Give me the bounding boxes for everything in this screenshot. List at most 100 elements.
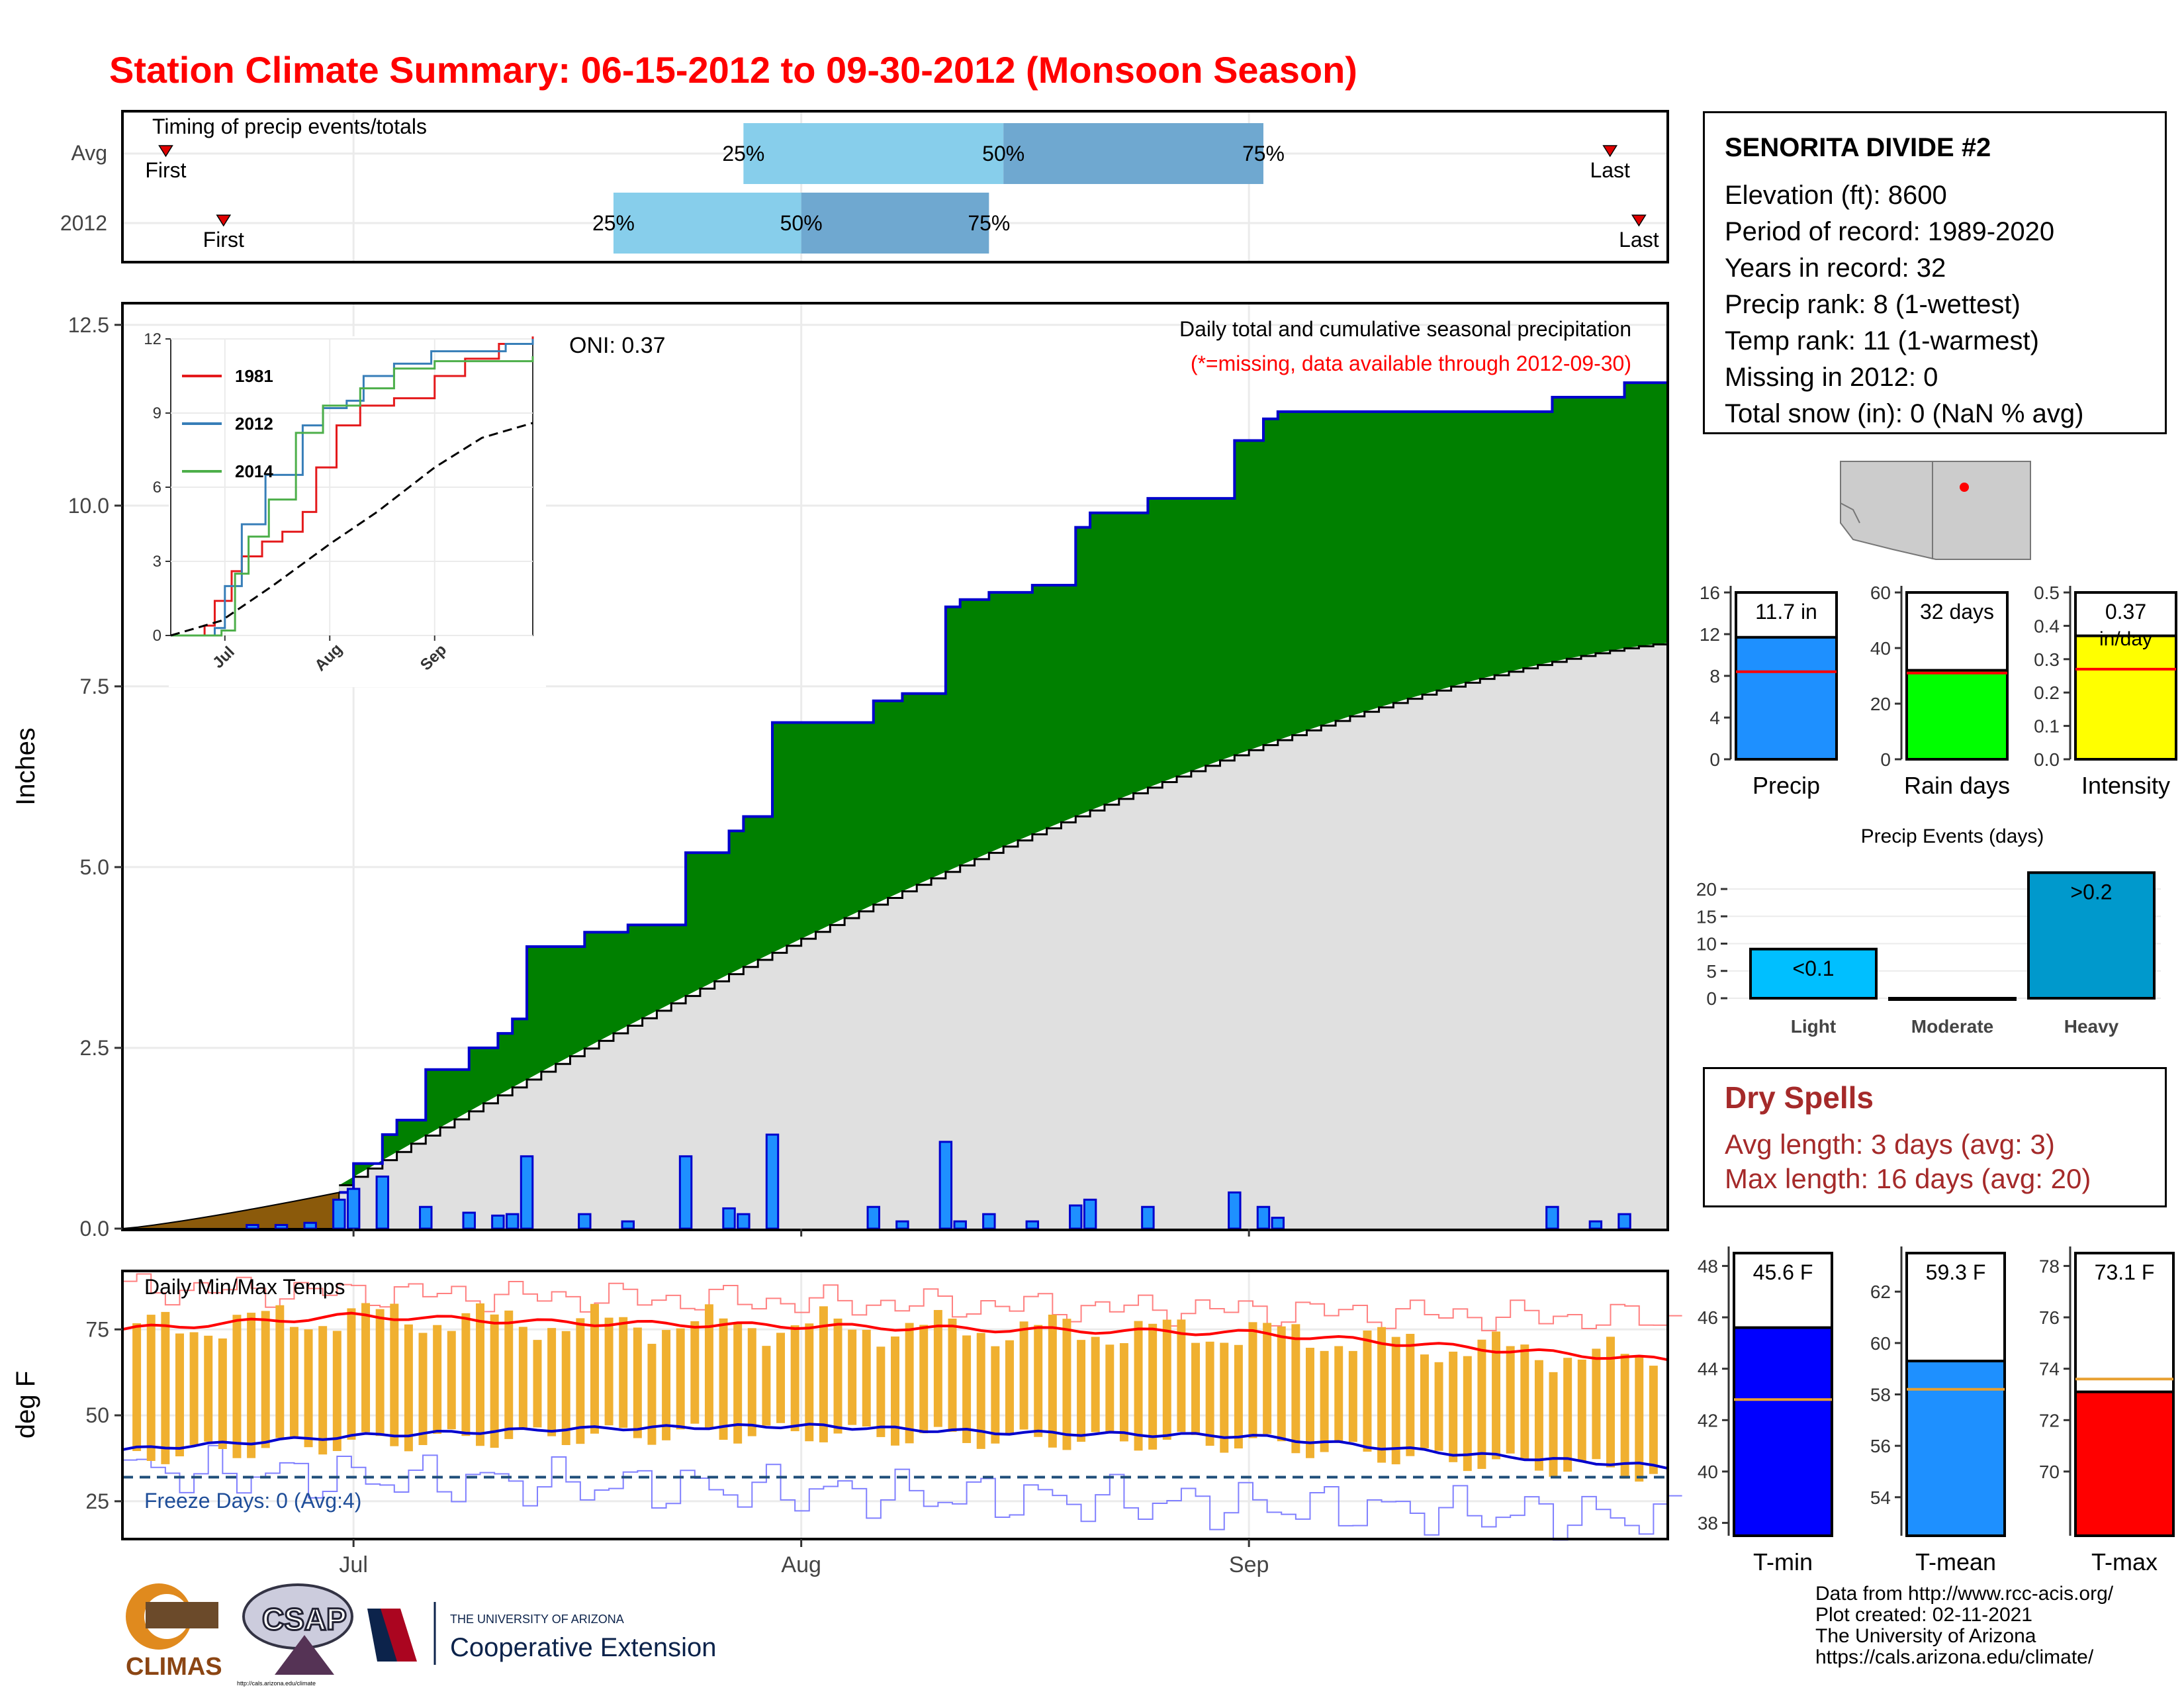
- daily-temp-bar: [619, 1317, 628, 1428]
- daily-temp-bar: [1348, 1350, 1357, 1442]
- temp-bar-1-value-label: 59.3 F: [1926, 1260, 1986, 1284]
- temp-bar-2-ytick-label: 78: [2039, 1256, 2060, 1276]
- summary-bar-0-ytick-label: 8: [1709, 666, 1720, 686]
- daily-temp-bar: [547, 1328, 557, 1436]
- location-map: [1840, 461, 2031, 560]
- timing-last-label: Last: [1590, 158, 1630, 182]
- daily-temp-bar: [862, 1329, 871, 1427]
- daily-temp-bar: [1034, 1325, 1043, 1437]
- summary-bar-0-ytick-label: 16: [1700, 583, 1720, 603]
- daily-precip-bar: [866, 1205, 880, 1230]
- inset-legend-label: 1981: [235, 366, 273, 386]
- daily-temp-bar: [161, 1311, 170, 1464]
- daily-precip-bar: [346, 1188, 361, 1230]
- timing-panel: Timing of precip events/totals 25% 50% 75%…: [60, 110, 1669, 263]
- temp-ytick-label: 25: [85, 1489, 109, 1513]
- daily-temp-bar: [1148, 1323, 1158, 1450]
- daily-precip-bar: [1141, 1205, 1155, 1230]
- daily-temp-bar: [418, 1333, 428, 1445]
- daily-precip-bar: [246, 1224, 259, 1230]
- station-years: Years in record: 32: [1725, 254, 1946, 283]
- daily-temp-bar: [1306, 1348, 1314, 1458]
- daily-temp-bar: [1077, 1340, 1086, 1442]
- daily-temp-bar: [533, 1340, 542, 1428]
- daily-temp-bar: [805, 1323, 814, 1442]
- daily-temp-bar: [676, 1328, 685, 1430]
- temp-bar-0-name: T-min: [1753, 1548, 1813, 1575]
- summary-bars: 0 4 8 12 16 11.7 in Precip 0 20 40 60 32 days Rain d…: [1700, 583, 2177, 799]
- precip-ytick-label: 0.0: [80, 1217, 109, 1241]
- daily-temp-bar: [833, 1318, 842, 1434]
- daily-temp-bar: [289, 1327, 298, 1438]
- daily-precip-bar: [505, 1213, 520, 1230]
- precip-caption: Daily total and cumulative seasonal prec…: [1179, 317, 1631, 341]
- csap-logo: CSAP http://cals.arizona.edu/climate: [237, 1583, 353, 1687]
- daily-temp-bar: [1534, 1360, 1543, 1471]
- summary-bar-2-value-bar: [2074, 634, 2177, 761]
- daily-temp-bar: [1205, 1341, 1214, 1446]
- daily-temp-bar: [733, 1323, 743, 1444]
- daily-temp-bar: [762, 1346, 771, 1426]
- daily-precip-bar: [1271, 1217, 1285, 1230]
- daily-temp-bar: [1062, 1319, 1071, 1450]
- daily-temp-bar: [247, 1313, 256, 1458]
- daily-temp-bar: [1119, 1343, 1128, 1442]
- temp-bar-2-name: T-max: [2091, 1548, 2158, 1575]
- summary-bar-1-name: Rain days: [1904, 772, 2010, 799]
- oni-label: ONI: 0.37: [569, 333, 666, 358]
- daily-temp-bar: [1549, 1372, 1558, 1477]
- daily-temp-bar: [1248, 1322, 1257, 1438]
- summary-bar-0-ytick-label: 4: [1709, 708, 1720, 728]
- logo-strip: CLIMAS CSAP http://cals.arizona.edu/clim…: [126, 1583, 716, 1687]
- daily-temp-bar: [189, 1332, 199, 1445]
- daily-temp-bar: [1592, 1348, 1601, 1460]
- temp-bar-2-value-label: 73.1 F: [2095, 1260, 2155, 1284]
- daily-temp-bar: [318, 1326, 328, 1455]
- daily-temp-bar: [819, 1306, 828, 1442]
- temp-bar-1-ytick-label: 62: [1870, 1282, 1891, 1302]
- inset-series-2014: [171, 356, 534, 637]
- station-temp-rank: Temp rank: 11 (1-warmest): [1725, 326, 2039, 355]
- daily-temp-bar: [633, 1327, 642, 1438]
- summary-bar-0-value-label: 11.7 in: [1755, 600, 1817, 624]
- daily-precip-bar: [375, 1175, 390, 1230]
- summary-bar-0-name: Precip: [1752, 772, 1820, 799]
- summary-bar-0-ytick-label: 0: [1709, 749, 1720, 770]
- daily-precip-bar: [274, 1224, 289, 1230]
- dry-spells-avg: Avg length: 3 days (avg: 3): [1725, 1129, 2055, 1160]
- daily-temp-bar: [175, 1333, 184, 1457]
- station-missing: Missing in 2012: 0: [1725, 363, 1938, 392]
- daily-precip-bar: [419, 1205, 433, 1230]
- daily-temp-bar: [776, 1333, 786, 1423]
- events-bar-label: <0.1: [1792, 957, 1834, 980]
- daily-temp-bar: [375, 1309, 385, 1436]
- daily-precip-bar: [1083, 1198, 1097, 1230]
- timing-p25-label: 25%: [722, 142, 764, 165]
- daily-temp-bar: [132, 1323, 142, 1452]
- precip-events-chart: Precip Events (days) 0 5 10 15 20 <0.1 Light Mod…: [1696, 825, 2161, 1037]
- temp-panel: 25 50 75 deg F Daily Min/Max Temps Freeze …: [11, 1270, 1682, 1577]
- temp-xtick-label: Sep: [1229, 1552, 1269, 1577]
- credit-url: https://cals.arizona.edu/climate/: [1815, 1646, 2094, 1668]
- events-bar-light: [1749, 947, 1878, 1000]
- cumulative-average-area: [339, 643, 1668, 1229]
- inset-ytick-label: 9: [153, 404, 161, 422]
- events-ytick-label: 20: [1696, 879, 1717, 900]
- daily-temp-bar: [933, 1309, 942, 1427]
- dry-spells-title: Dry Spells: [1725, 1080, 1874, 1115]
- tmax-average-line: [122, 1311, 1668, 1362]
- daily-temp-bar: [347, 1308, 356, 1440]
- temp-bar-1-ytick-label: 56: [1870, 1436, 1891, 1456]
- climas-logo: CLIMAS: [126, 1583, 222, 1681]
- daily-temp-bar: [1234, 1344, 1243, 1449]
- daily-temp-bar: [146, 1315, 156, 1461]
- daily-temp-bar: [1506, 1346, 1515, 1454]
- timing-first-label: First: [203, 228, 244, 252]
- daily-temp-bar: [232, 1315, 242, 1458]
- summary-bar-1-value-bar: [1905, 669, 2009, 761]
- daily-temp-bar: [390, 1303, 399, 1446]
- daily-temp-bar: [1635, 1356, 1644, 1482]
- timing-p25-label: 25%: [592, 211, 635, 235]
- summary-bar-2-ytick-label: 0.2: [2034, 682, 2060, 703]
- summary-bar-2-name: Intensity: [2081, 772, 2170, 799]
